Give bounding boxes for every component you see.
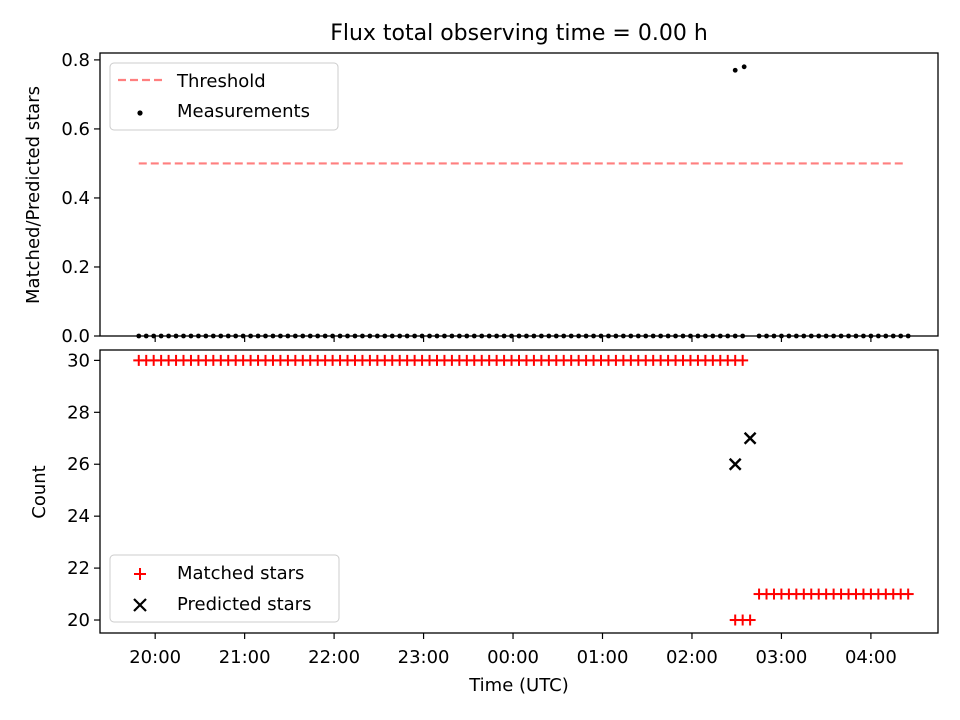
x-tick-label: 00:00 [487,647,539,668]
x-tick-label: 04:00 [845,647,897,668]
bottom-panel: 20 22 24 26 28 30 20:00 21:00 22:00 23:00 00:00 01… [29,349,939,696]
bottom-y-tick-label: 30 [67,350,90,371]
x-tick-label: 23:00 [398,647,450,668]
matched-star-marker [737,354,749,366]
bottom-legend: Matched stars Predicted stars [109,554,340,623]
bottom-y-axis-label: Count [29,465,50,518]
top-axes-frame [99,52,939,337]
matched-stars-legend-swatch [134,568,146,580]
matched-star-marker [902,588,914,600]
predicted-stars-legend-swatch [133,598,147,612]
bottom-x-axis: 20:00 21:00 22:00 23:00 00:00 01:00 02:00 03:00… [129,633,897,668]
bottom-plot-area [133,354,914,626]
x-tick-label: 21:00 [219,647,271,668]
bottom-y-tick-label: 28 [67,402,90,423]
measurements-legend-swatch [137,110,143,116]
chart-title: Flux total observing time = 0.00 h [330,21,708,46]
bottom-y-tick-label: 26 [67,454,90,475]
x-tick-label: 03:00 [755,647,807,668]
top-y-tick-label: 0.8 [61,50,90,71]
predicted-star-marker [728,457,742,471]
predicted-star-marker [743,431,757,445]
bottom-axes-frame [99,349,939,634]
legend-matched-stars-label: Matched stars [177,563,304,584]
x-tick-label: 22:00 [308,647,360,668]
top-y-tick-label: 0.6 [61,119,90,140]
x-tick-label: 02:00 [666,647,718,668]
x-tick-label: 20:00 [129,647,181,668]
bottom-y-tick-label: 24 [67,506,90,527]
measurement-point [741,64,747,70]
bottom-y-axis: 20 22 24 26 28 30 [67,350,100,631]
legend-predicted-stars-label: Predicted stars [177,594,311,615]
top-panel: 0.00.20.40.60.8 Matched/Predicted stars … [23,50,939,347]
measurement-point [732,67,738,73]
top-y-axis: 0.0 0.2 0.4 0.6 0.8 [61,50,100,347]
top-y-axis-label: Matched/Predicted stars [23,86,44,304]
bottom-legend-box [109,554,340,623]
legend-threshold-label: Threshold [176,71,266,92]
top-y-tick-label: 0.0 [61,326,90,347]
top-y-tick-label: 0.2 [61,257,90,278]
top-legend: Threshold Measurements [109,62,339,131]
x-axis-label: Time (UTC) [468,675,569,696]
bottom-y-tick-label: 20 [67,610,90,631]
top-legend-box [109,62,339,131]
top-x-axis-ticks [154,336,872,342]
x-tick-label: 01:00 [577,647,629,668]
legend-measurements-label: Measurements [177,101,310,122]
bottom-y-tick-label: 22 [67,558,90,579]
top-y-tick-label: 0.4 [61,188,90,209]
matched-star-marker [744,614,756,626]
